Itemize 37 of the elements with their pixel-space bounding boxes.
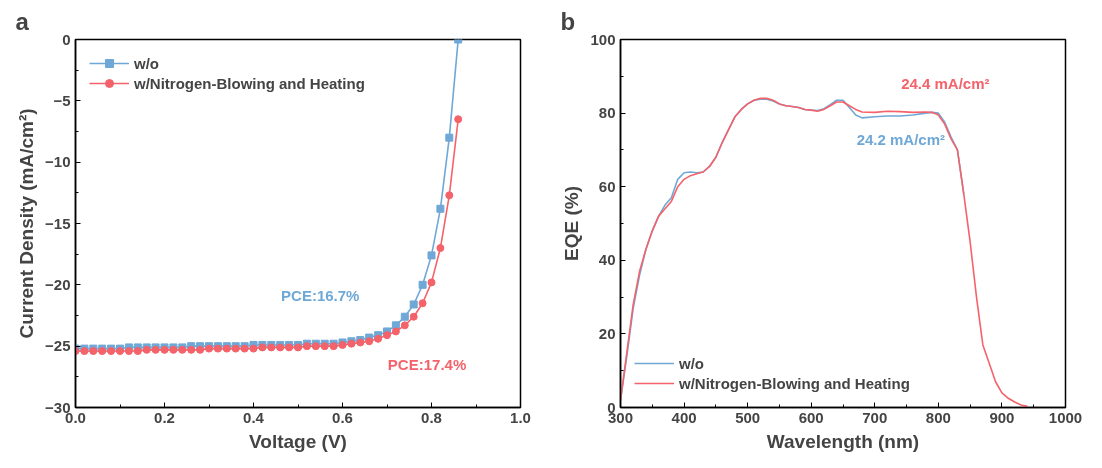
y-tick-label: 100	[590, 30, 616, 48]
chart-title: a	[15, 7, 30, 35]
y-tick-label: 60	[598, 177, 616, 195]
x-tick-label: 1000	[1048, 408, 1083, 426]
x-tick-label: 500	[735, 408, 761, 426]
x-tick-label: 600	[798, 408, 824, 426]
y-axis-title: EQE (%)	[561, 186, 583, 261]
x-axis-title: Voltage (V)	[249, 430, 347, 452]
y-tick-label: −20	[45, 275, 71, 293]
y-axis-title: Current Density (mA/cm²)	[16, 108, 38, 339]
legend-label: w/o	[679, 354, 704, 372]
x-tick-label: 900	[989, 408, 1015, 426]
annotation: 24.4 mA/cm²	[901, 75, 990, 93]
legend-label: w/Nitrogen-Blowing and Heating	[679, 374, 910, 392]
x-tick-label: 0.8	[421, 408, 442, 426]
annotation: 24.2 mA/cm²	[856, 131, 946, 149]
y-tick-label: −10	[45, 153, 71, 171]
legend-label: w/Nitrogen-Blowing and Heating	[134, 74, 365, 92]
x-tick-label: 0.4	[243, 408, 265, 426]
y-tick-label: 40	[598, 251, 616, 269]
y-tick-label: −5	[53, 91, 71, 109]
chart-title: b	[560, 7, 576, 35]
x-axis-title: Wavelength (nm)	[766, 430, 920, 452]
x-tick-label: 0.2	[154, 408, 175, 426]
legend-label: w/o	[134, 54, 159, 72]
x-tick-label: 800	[925, 408, 951, 426]
annotation: PCE:17.4%	[387, 356, 467, 374]
y-tick-label: −15	[45, 214, 71, 232]
y-tick-label: −25	[45, 337, 71, 355]
y-tick-label: 80	[598, 104, 616, 122]
x-tick-label: 1.0	[510, 408, 531, 426]
annotation: PCE:16.7%	[281, 287, 360, 305]
y-tick-label: 20	[598, 324, 616, 342]
x-tick-label: 400	[671, 408, 697, 426]
x-tick-label: 0.6	[332, 408, 353, 426]
x-tick-label: 700	[862, 408, 888, 426]
y-tick-label: 0	[62, 30, 71, 48]
